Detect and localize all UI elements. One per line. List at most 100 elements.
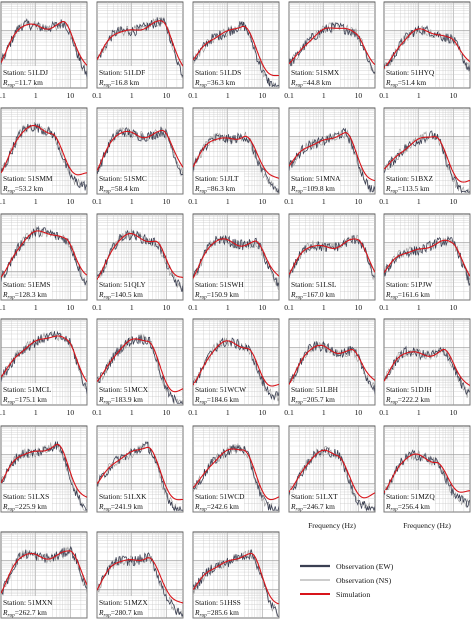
x-axis-label: Frequency (Hz) bbox=[403, 521, 451, 530]
x-tick-label: 1 bbox=[34, 408, 38, 417]
distance-label: Rrup=222.2 km bbox=[385, 395, 430, 406]
x-tick-labels: 0.1 1 10 bbox=[379, 91, 457, 100]
distance-label: Rrup=246.7 km bbox=[290, 502, 335, 513]
distance-label: Rrup=86.3 km bbox=[194, 184, 235, 195]
obs-ew-line bbox=[193, 549, 279, 617]
obs-ns-line bbox=[1, 330, 87, 390]
x-tick-label: 1 bbox=[226, 91, 230, 100]
x-tick-label: 10 bbox=[163, 91, 171, 100]
obs-ew-line bbox=[1, 123, 87, 191]
x-tick-label: 1 bbox=[130, 303, 134, 312]
distance-label: Rrup=44.8 km bbox=[290, 78, 331, 89]
obs-ns-line bbox=[193, 443, 279, 511]
obs-ew-line bbox=[193, 337, 279, 400]
panel-curves bbox=[1, 330, 87, 395]
x-tick-labels: 0.1 1 10 bbox=[188, 91, 266, 100]
simulation-line bbox=[193, 340, 279, 387]
x-tick-label: 1 bbox=[34, 91, 38, 100]
obs-ew-line bbox=[289, 22, 375, 75]
obs-ew-line bbox=[97, 229, 183, 293]
label-bg bbox=[194, 66, 244, 87]
obs-ew-line bbox=[193, 21, 279, 88]
x-tick-label: 0.1 bbox=[0, 408, 6, 417]
distance-label: Rrup=150.9 km bbox=[194, 290, 239, 301]
panel-curves bbox=[289, 22, 375, 76]
simulation-line bbox=[193, 135, 279, 179]
panel-curves bbox=[193, 234, 279, 291]
panel-curves bbox=[1, 225, 87, 286]
panel-curves bbox=[193, 131, 279, 194]
station-label: Station: 51EMS bbox=[3, 280, 50, 289]
label-bg bbox=[2, 490, 52, 511]
station-label: Station: 51SWH bbox=[195, 280, 244, 289]
x-tick-label: 1 bbox=[34, 303, 38, 312]
x-tick-label: 10 bbox=[355, 303, 363, 312]
x-tick-label: 1 bbox=[130, 91, 134, 100]
panel-curves bbox=[193, 337, 279, 402]
x-tick-label: 10 bbox=[67, 91, 75, 100]
x-tick-label: 0.1 bbox=[0, 197, 6, 206]
simulation-line bbox=[193, 448, 279, 501]
distance-label: Rrup=113.5 km bbox=[385, 184, 430, 195]
label-bg bbox=[98, 172, 148, 193]
distance-label: Rrup=256.4 km bbox=[385, 502, 430, 513]
simulation-line bbox=[289, 27, 375, 66]
simulation-line bbox=[97, 233, 183, 280]
distance-label: Rrup=128.3 km bbox=[2, 290, 47, 301]
panel-curves bbox=[1, 545, 87, 597]
legend-label: Observation (NS) bbox=[336, 576, 392, 585]
station-label: Station: 51LXT bbox=[291, 492, 338, 501]
label-bg bbox=[2, 278, 52, 299]
station-label: Station: 51LDJ bbox=[3, 68, 48, 77]
x-tick-labels: 0.1 1 10 bbox=[379, 303, 457, 312]
station-label: Station: 51JLT bbox=[195, 174, 239, 183]
x-tick-label: 0.1 bbox=[379, 197, 389, 206]
x-tick-labels: 0.1 1 10 bbox=[92, 91, 170, 100]
x-tick-label: 0.1 bbox=[284, 91, 294, 100]
x-tick-label: 0.1 bbox=[379, 303, 389, 312]
x-tick-labels: 0.1 1 10 bbox=[284, 197, 362, 206]
distance-label: Rrup=285.6 km bbox=[194, 608, 239, 619]
x-tick-label: 10 bbox=[355, 91, 363, 100]
station-label: Station: 51MCL bbox=[3, 385, 52, 394]
panel-curves bbox=[97, 552, 183, 618]
panel-curves bbox=[289, 340, 375, 395]
label-bg bbox=[194, 278, 244, 299]
simulation-line bbox=[1, 230, 87, 278]
distance-label: Rrup=175.1 km bbox=[2, 395, 47, 406]
simulation-line bbox=[384, 348, 470, 387]
distance-label: Rrup=36.3 km bbox=[194, 78, 235, 89]
x-tick-labels: 0.1 1 10 bbox=[284, 408, 362, 417]
x-tick-labels: 0.1 1 10 bbox=[284, 91, 362, 100]
obs-ns-line bbox=[193, 20, 279, 87]
x-axis-label: Frequency (Hz) bbox=[308, 521, 356, 530]
x-tick-label: 0.1 bbox=[379, 91, 389, 100]
label-bg bbox=[290, 490, 340, 511]
panel-curves bbox=[97, 441, 183, 512]
obs-ew-line bbox=[1, 545, 87, 596]
simulation-line bbox=[1, 443, 87, 498]
legend-label: Observation (EW) bbox=[336, 562, 394, 571]
panel-curves bbox=[384, 130, 470, 194]
x-tick-label: 0.1 bbox=[92, 303, 102, 312]
x-tick-label: 0.1 bbox=[92, 91, 102, 100]
obs-ew-line bbox=[289, 235, 375, 279]
distance-label: Rrup=205.7 km bbox=[290, 395, 335, 406]
simulation-line bbox=[97, 446, 183, 501]
x-tick-label: 1 bbox=[226, 303, 230, 312]
station-label: Station: 51HYQ bbox=[386, 68, 435, 77]
